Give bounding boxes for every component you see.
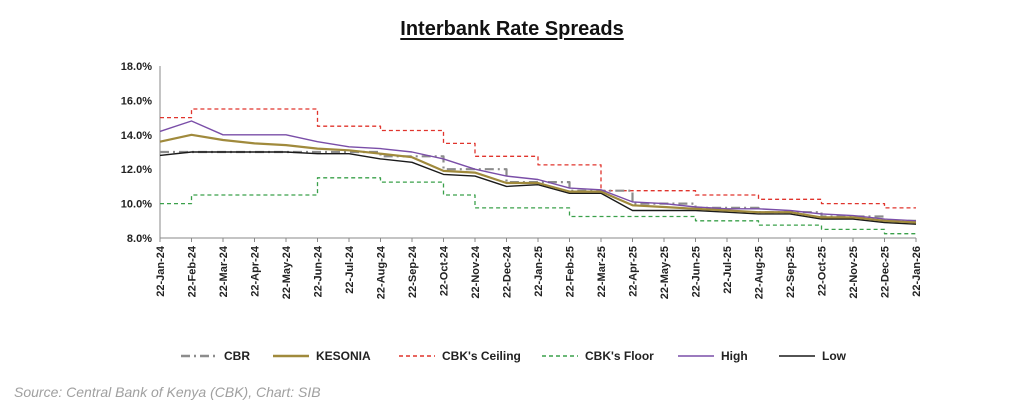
legend-swatch-floor — [542, 355, 578, 357]
series-line-cbr — [160, 150, 916, 222]
series-line-high — [159, 120, 917, 222]
y-tick-label: 16.0% — [121, 95, 152, 107]
y-tick-label: 14.0% — [121, 130, 152, 142]
chart-title: Interbank Rate Spreads — [400, 18, 624, 40]
x-tick-label: 22-Feb-24 — [187, 245, 199, 297]
x-tick-label: 22-Sep-25 — [785, 246, 797, 298]
y-tick-label: 8.0% — [127, 233, 152, 245]
legend-label-low: Low — [822, 349, 846, 363]
x-tick-label: 22-May-24 — [281, 245, 293, 299]
legend-item-ceiling: CBK's Ceiling — [398, 346, 521, 366]
x-tick-label: 22-Mar-25 — [596, 246, 608, 297]
x-tick-label: 22-Jan-24 — [155, 245, 167, 297]
x-tick-label: 22-Apr-25 — [628, 246, 640, 297]
legend-item-cbr: CBR — [180, 346, 250, 366]
x-tick-label: 22-Aug-25 — [754, 246, 766, 299]
source-note: Source: Central Bank of Kenya (CBK), Cha… — [14, 384, 321, 400]
x-tick-label: 22-Sep-24 — [407, 245, 419, 298]
x-tick-label: 22-Jan-25 — [533, 246, 545, 297]
chart-canvas: 8.0% 10.0% 12.0% 14.0% 16.0% 18.0% 22-Jan-24 22… — [121, 61, 923, 299]
x-tick-label: 22-Feb-25 — [565, 246, 577, 297]
x-tick-label: 22-May-25 — [659, 246, 671, 299]
legend-label-cbr: CBR — [224, 349, 250, 363]
x-tick-label: 22-Dec-24 — [502, 245, 514, 298]
x-tick-label: 22-Oct-25 — [817, 246, 829, 296]
legend-item-kesonia: KESONIA — [272, 346, 371, 366]
legend-swatch-high — [678, 355, 714, 357]
legend-swatch-ceiling — [399, 355, 435, 357]
x-tick-label: 22-Mar-24 — [218, 245, 230, 297]
legend-item-low: Low — [778, 346, 846, 366]
legend-label-floor: CBK's Floor — [585, 349, 654, 363]
x-tick-label: 22-Jun-24 — [313, 245, 325, 297]
series-line-kesonia — [159, 133, 917, 224]
x-tick-label: 22-Jul-25 — [722, 246, 734, 294]
x-tick-label: 22-Aug-24 — [376, 245, 388, 299]
series-line-cbk-s-floor — [160, 177, 916, 235]
x-tick-label: 22-Nov-25 — [848, 246, 860, 299]
x-tick-label: 22-Jun-25 — [691, 246, 703, 297]
legend-swatch-low — [779, 355, 815, 357]
x-tick-label: 22-Jan-26 — [911, 246, 923, 297]
legend-label-kesonia: KESONIA — [316, 349, 371, 363]
x-tick-label: 22-Oct-24 — [439, 245, 451, 296]
x-tick-label: 22-Apr-24 — [250, 245, 262, 297]
series-line-cbk-s-ceiling — [160, 108, 916, 209]
legend-swatch-kesonia — [273, 354, 309, 358]
y-tick-label: 18.0% — [121, 61, 152, 73]
legend-label-high: High — [721, 349, 748, 363]
legend-item-high: High — [677, 346, 748, 366]
x-tick-label: 22-Jul-24 — [344, 245, 356, 294]
series-line-low — [159, 151, 917, 225]
x-tick-label: 22-Dec-25 — [880, 246, 892, 298]
y-tick-label: 12.0% — [121, 164, 152, 176]
legend-item-floor: CBK's Floor — [541, 346, 654, 366]
legend: CBR KESONIA CBK's Ceiling CBK's Floor Hi… — [0, 346, 1024, 366]
x-tick-label: 22-Nov-24 — [470, 245, 482, 298]
legend-label-ceiling: CBK's Ceiling — [442, 349, 521, 363]
legend-swatch-cbr — [181, 354, 217, 358]
y-tick-label: 10.0% — [121, 199, 152, 211]
